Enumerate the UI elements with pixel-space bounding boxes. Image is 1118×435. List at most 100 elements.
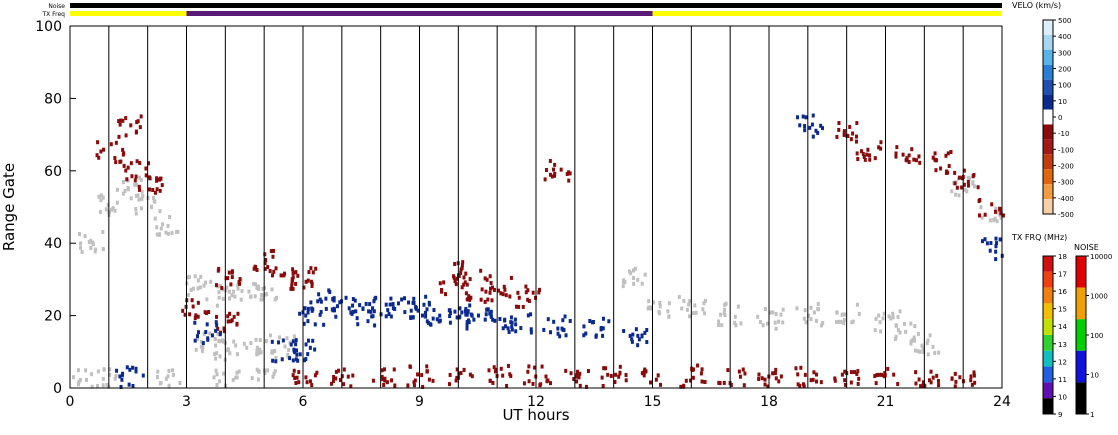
x-tick-label: 15 — [644, 394, 662, 410]
data-point — [346, 374, 350, 379]
data-point — [424, 314, 428, 319]
data-point — [917, 154, 921, 159]
data-point — [266, 265, 270, 270]
data-point — [222, 371, 226, 376]
data-point — [167, 368, 171, 373]
data-point — [949, 149, 953, 154]
data-point — [431, 378, 435, 383]
data-point — [332, 375, 336, 380]
data-point — [634, 327, 638, 332]
data-point — [465, 282, 469, 287]
data-point — [542, 327, 546, 332]
data-point — [215, 372, 219, 377]
data-point — [667, 301, 671, 306]
data-point — [863, 157, 867, 162]
data-point — [381, 377, 385, 382]
data-point — [843, 369, 847, 374]
data-point — [138, 160, 142, 165]
data-point — [229, 319, 233, 324]
data-point — [455, 367, 459, 372]
data-point — [901, 152, 905, 157]
data-point — [842, 129, 846, 134]
data-point — [636, 277, 640, 282]
data-point — [95, 153, 99, 158]
data-point — [136, 119, 140, 124]
data-point — [802, 384, 806, 389]
data-point — [607, 319, 611, 324]
data-point — [909, 341, 913, 346]
data-point — [955, 185, 959, 190]
data-point — [124, 168, 128, 173]
data-point — [618, 364, 622, 369]
data-point — [998, 237, 1002, 242]
data-point — [878, 320, 882, 325]
data-point — [601, 316, 605, 321]
data-point — [206, 336, 210, 341]
data-point — [302, 321, 306, 326]
data-point — [273, 348, 277, 353]
data-point — [355, 316, 359, 321]
data-point — [561, 327, 565, 332]
data-point — [946, 151, 950, 156]
data-point — [501, 292, 505, 297]
data-point — [526, 313, 530, 318]
data-point — [922, 349, 926, 354]
txfreq-scale-swatch — [1043, 335, 1053, 351]
data-point — [472, 317, 476, 322]
data-point — [438, 318, 442, 323]
data-point — [147, 187, 151, 192]
data-point — [624, 372, 628, 377]
data-point — [99, 193, 103, 198]
data-point — [271, 374, 275, 379]
data-point — [298, 352, 302, 357]
data-point — [158, 209, 162, 214]
data-point — [819, 380, 823, 385]
data-point — [99, 149, 103, 154]
data-point — [252, 282, 256, 287]
data-point — [170, 368, 174, 373]
data-point — [843, 378, 847, 383]
txfreq-scale-swatch — [1043, 350, 1053, 367]
data-point — [272, 371, 276, 376]
header-bars-layer — [70, 3, 1002, 16]
data-point — [214, 320, 218, 325]
data-point — [875, 372, 879, 377]
data-point — [371, 306, 375, 311]
data-point — [114, 160, 118, 165]
data-point — [452, 275, 456, 280]
data-point — [679, 384, 683, 389]
data-point — [214, 343, 218, 348]
data-point — [342, 382, 346, 387]
data-point — [231, 377, 235, 382]
data-point — [406, 383, 410, 388]
data-point — [78, 378, 82, 383]
data-point — [999, 211, 1003, 216]
data-point — [510, 324, 514, 329]
data-point — [488, 274, 492, 279]
data-point — [912, 335, 916, 340]
data-point — [575, 379, 579, 384]
data-point — [658, 304, 662, 309]
data-point — [631, 332, 635, 337]
data-point — [408, 364, 412, 369]
data-point — [369, 309, 373, 314]
data-point — [771, 310, 775, 315]
data-point — [384, 302, 388, 307]
data-point — [292, 334, 296, 339]
data-point — [953, 384, 957, 389]
data-point — [386, 308, 390, 313]
data-point — [240, 289, 244, 294]
data-point — [540, 364, 544, 369]
data-point — [971, 181, 975, 186]
data-point — [438, 281, 442, 286]
data-point — [565, 171, 569, 176]
data-point — [265, 292, 269, 297]
data-point — [985, 241, 989, 246]
data-point — [862, 154, 866, 159]
data-point — [101, 383, 105, 388]
data-point — [926, 338, 930, 343]
data-point — [994, 206, 998, 211]
data-point — [152, 195, 156, 200]
data-point — [960, 185, 964, 190]
data-point — [979, 205, 983, 210]
